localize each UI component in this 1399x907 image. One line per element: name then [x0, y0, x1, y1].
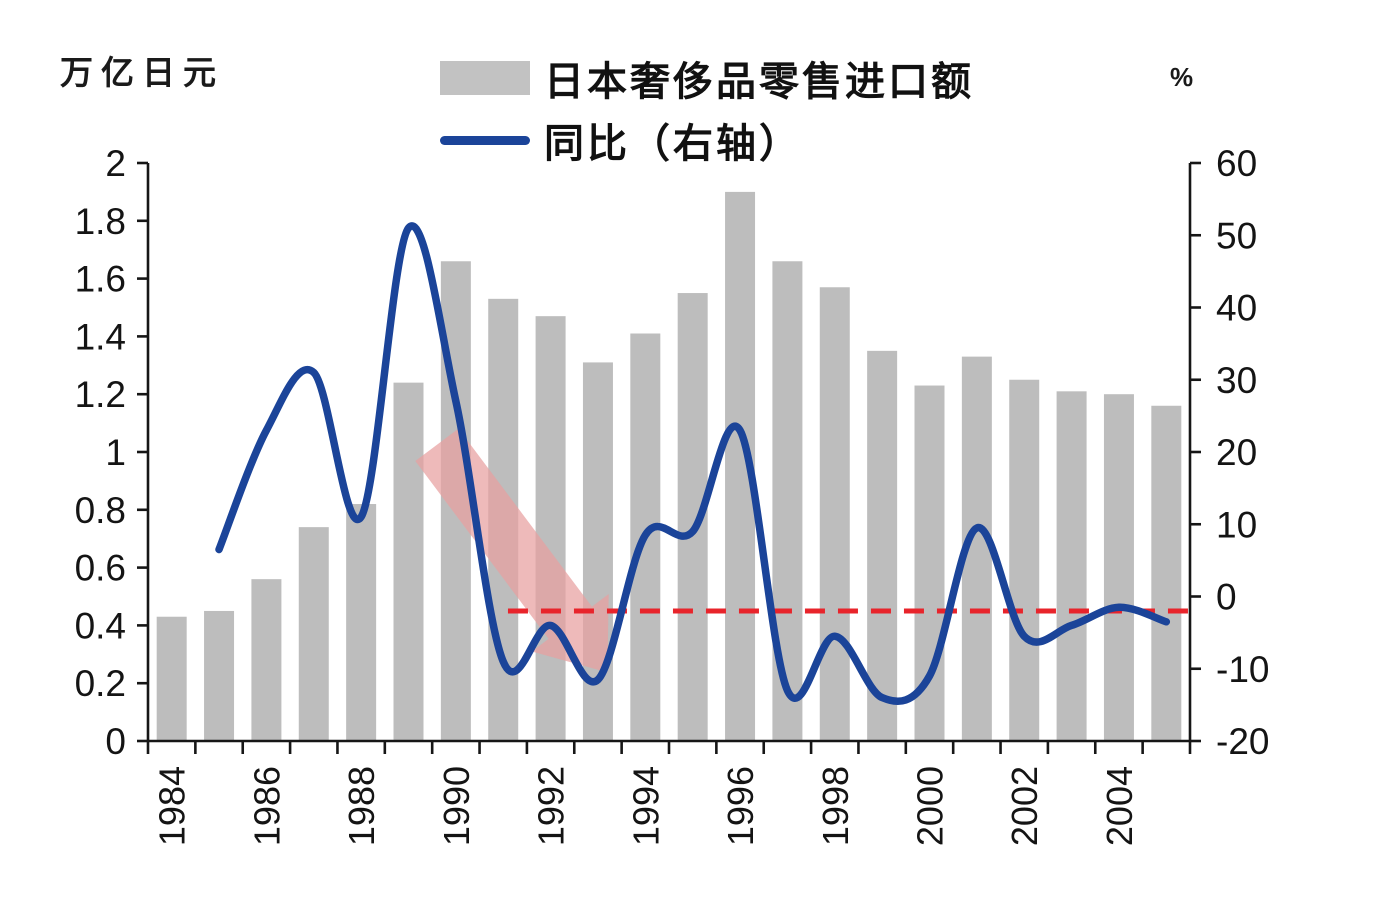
- bar-series-swatch: [440, 61, 530, 95]
- bar-1989: [393, 382, 424, 741]
- legend-item-bars: 日本奢侈品零售进口额: [440, 55, 974, 105]
- left-axis-tick-label: 2: [105, 143, 126, 184]
- x-axis-tick-label: 1998: [815, 766, 856, 846]
- x-axis-tick-label: 1996: [720, 766, 761, 846]
- x-axis-tick-label: 1990: [436, 766, 477, 846]
- right-axis-tick-label: 60: [1216, 143, 1257, 184]
- left-axis-tick-label: 1.2: [75, 374, 126, 415]
- right-axis-tick-label: 30: [1216, 360, 1257, 401]
- bar-1984: [156, 616, 187, 741]
- left-axis-tick-label: 0.4: [75, 605, 126, 646]
- right-axis-tick-label: 20: [1216, 432, 1257, 473]
- bar-1988: [346, 504, 377, 741]
- left-axis-tick-label: 1.8: [75, 201, 126, 242]
- right-axis-tick-label: 10: [1216, 504, 1257, 545]
- bar-1992: [535, 316, 566, 741]
- right-axis-tick-label: 40: [1216, 288, 1257, 329]
- right-axis-tick-label: 0: [1216, 577, 1237, 618]
- bar-2002: [1009, 379, 1040, 741]
- x-axis-tick-label: 1994: [625, 766, 666, 846]
- legend-item-line: 同比（右轴）: [440, 117, 974, 167]
- x-axis-tick-label: 1988: [341, 766, 382, 846]
- x-axis-tick-label: 1984: [152, 766, 193, 846]
- right-axis-unit-label: %: [1170, 62, 1194, 92]
- left-axis-tick-label: 1: [105, 432, 126, 473]
- left-axis-tick-label: 1.6: [75, 259, 126, 300]
- bar-1986: [251, 579, 282, 741]
- bar-1985: [204, 610, 235, 741]
- left-axis-tick-label: 0: [105, 721, 126, 762]
- bar-series-label: 日本奢侈品零售进口额: [544, 58, 974, 105]
- left-axis-tick-label: 0.8: [75, 490, 126, 531]
- bar-1999: [867, 350, 898, 741]
- x-axis-tick-label: 1986: [246, 766, 287, 846]
- left-axis-tick-label: 1.4: [75, 316, 126, 357]
- bar-1987: [298, 527, 329, 741]
- bar-2004: [1103, 394, 1134, 741]
- yoy-line: [215, 222, 1171, 706]
- x-axis-tick-label: 2000: [910, 766, 951, 846]
- bar-1997: [772, 261, 803, 741]
- left-axis-unit-label: 万亿日元: [60, 53, 224, 92]
- bar-1998: [819, 287, 850, 741]
- right-axis-tick-label: -20: [1216, 721, 1269, 762]
- right-axis-tick-label: 50: [1216, 215, 1257, 256]
- x-axis-tick-label: 1992: [531, 766, 572, 846]
- legend: 日本奢侈品零售进口额 同比（右轴）: [440, 55, 974, 179]
- bar-2003: [1056, 391, 1087, 741]
- x-axis-tick-label: 2004: [1099, 766, 1140, 846]
- left-axis-tick-label: 0.6: [75, 548, 126, 589]
- bar-2005: [1151, 405, 1182, 741]
- line-series-swatch: [440, 135, 530, 145]
- left-axis-tick-label: 0.2: [75, 663, 126, 704]
- x-axis-tick-label: 2002: [1004, 766, 1045, 846]
- right-axis-tick-label: -10: [1216, 649, 1269, 690]
- line-series-label: 同比（右轴）: [544, 120, 802, 167]
